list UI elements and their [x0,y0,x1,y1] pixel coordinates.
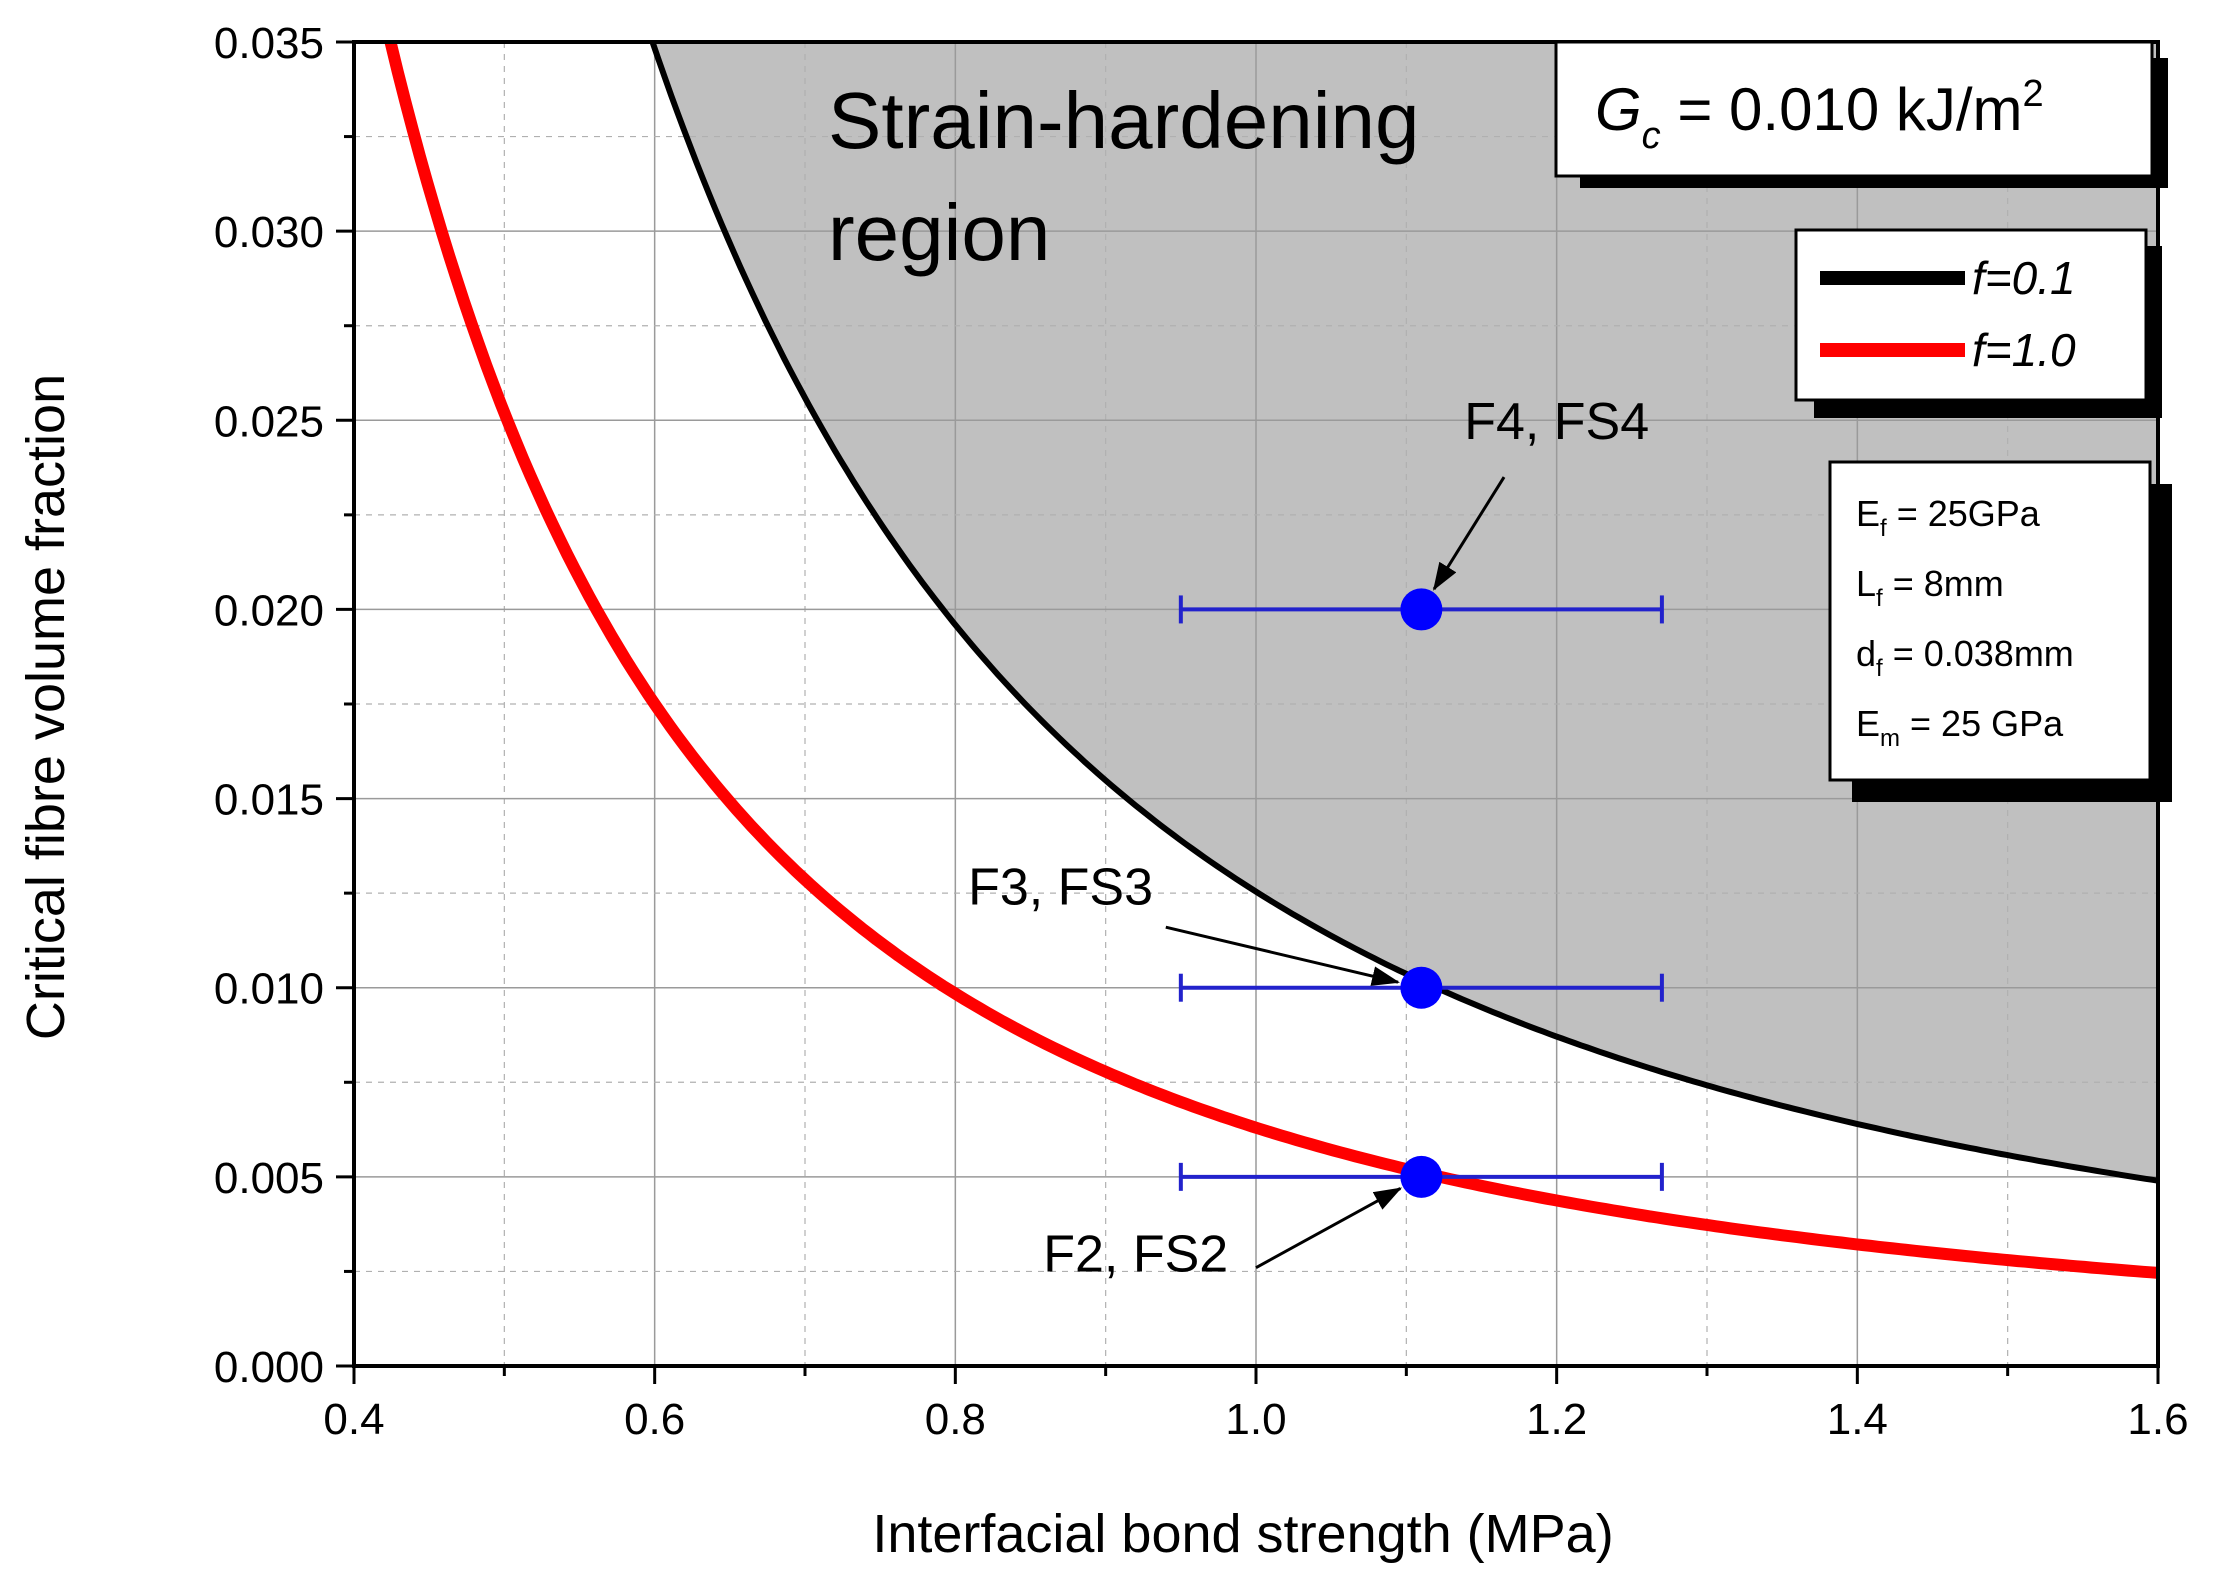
x-tick-label: 0.4 [323,1395,384,1444]
annotation-arrow [1432,476,1506,591]
param-ef: Ef = 25GPa [1856,493,2041,542]
curves [384,40,2159,1279]
legend-label-f10: f=1.0 [1972,324,2076,376]
gc-subscript: c [1642,115,1661,157]
y-tick-label: 0.020 [214,586,324,635]
y-tick-label: 0.030 [214,208,324,257]
x-tick-label: 1.2 [1526,1395,1587,1444]
point-label: F2, FS2 [1043,1225,1228,1283]
x-axis-title: Interfacial bond strength (MPa) [872,1504,1613,1564]
point-label: F3, FS3 [968,858,1153,916]
region-label-line2: region [828,188,1050,277]
gc-value: = 0.010 kJ/m [1661,76,2023,143]
legend-label-f01: f=0.1 [1972,252,2076,304]
axis-ticks: 0.4 0.6 0.8 1.0 1.2 1.4 1.6 0.000 0.005 0.010 0.01… [214,19,2189,1444]
annotation-arrow [1165,925,1400,986]
param-df: df = 0.038mm [1856,633,2074,682]
data-point [1400,1155,1443,1198]
series-line-f01 [649,41,2159,1184]
point-label: F4, FS4 [1464,393,1649,451]
param-em: Em = 25 GPa [1856,703,2064,752]
y-tick-label: 0.000 [214,1343,324,1392]
y-tick-label: 0.035 [214,19,324,68]
gc-superscript: 2 [2023,73,2044,115]
x-tick-label: 1.0 [1225,1395,1286,1444]
x-tick-label: 1.4 [1827,1395,1888,1444]
x-tick-label: 1.6 [2127,1395,2188,1444]
gc-annotation: Gc = 0.010 kJ/m2 [1554,40,2168,188]
y-tick-label: 0.025 [214,397,324,446]
annotation-arrow [1255,1187,1403,1269]
param-lf: Lf = 8mm [1856,563,2004,612]
y-tick-label: 0.005 [214,1154,324,1203]
data-points: F4, FS4 F3, FS3 F2, FS2 [968,393,1664,1283]
data-point [1400,588,1443,631]
data-point [1400,966,1443,1009]
gc-symbol: G [1595,76,1642,143]
x-tick-label: 0.6 [624,1395,685,1444]
y-axis-title: Critical fibre volume fraction [16,374,76,1040]
x-tick-label: 0.8 [925,1395,986,1444]
legend: f=0.1 f=1.0 [1794,228,2162,418]
y-tick-label: 0.015 [214,776,324,825]
gc-text: Gc = 0.010 kJ/m2 [1595,73,2044,157]
parameters-box: Ef = 25GPa Lf = 8mm df = 0.038mm Em = 25… [1828,460,2172,802]
y-tick-label: 0.010 [214,965,324,1014]
region-label-line1: Strain-hardening [828,76,1419,165]
series-line-f10 [384,40,2159,1279]
